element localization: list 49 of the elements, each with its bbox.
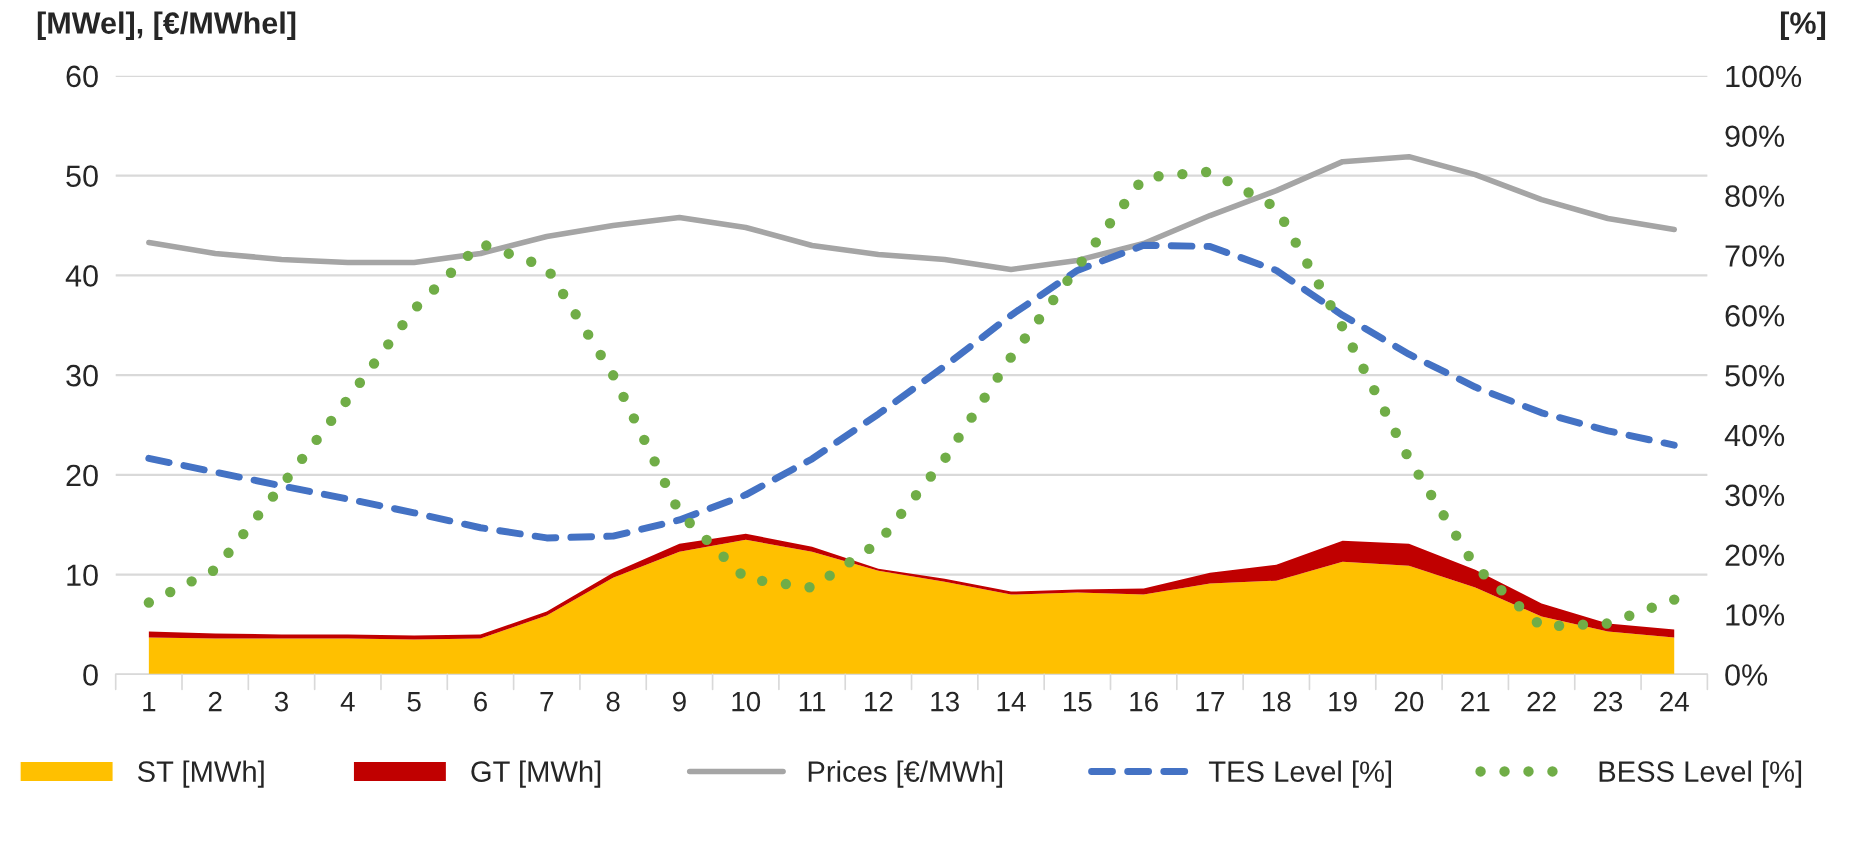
- x-tick-label: 8: [606, 691, 620, 712]
- y2-tick-label: 30%: [1725, 484, 1785, 507]
- x-tick-label: 5: [407, 692, 421, 712]
- legend-label: TES Level [%]: [1208, 760, 1391, 788]
- y2-tick-label: 50%: [1725, 364, 1785, 387]
- x-tick-label: 1: [143, 692, 156, 712]
- x-tick-label: 3: [274, 691, 288, 712]
- y2-tick-label: 80%: [1725, 185, 1785, 207]
- legend-label: BESS Level [%]: [1599, 760, 1802, 788]
- y2-tick-label: 90%: [1725, 125, 1785, 148]
- x-tick-label: 4: [340, 692, 355, 712]
- y2-tick-label: 100%: [1726, 65, 1802, 88]
- y-tick-label: 20: [66, 464, 98, 487]
- x-tick-label: 19: [1329, 691, 1357, 712]
- y2-tick-label: 20%: [1725, 544, 1785, 567]
- y2-tick-label: 70%: [1725, 245, 1785, 267]
- y2-tick-label: 60%: [1725, 305, 1785, 327]
- y-tick-label: 10: [67, 564, 98, 587]
- legend-label: Prices [€/MWh]: [808, 760, 1003, 788]
- y-tick-label: 30: [66, 364, 98, 387]
- x-tick-label: 14: [997, 692, 1026, 712]
- x-tick-label: 6: [474, 691, 487, 712]
- x-tick-label: 21: [1461, 691, 1490, 712]
- x-tick-label: 9: [673, 691, 686, 712]
- y-tick-label: 40: [65, 265, 98, 287]
- x-tick-label: 13: [931, 691, 959, 712]
- legend-label: ST [MWh]: [137, 760, 264, 788]
- x-tick-label: 11: [799, 692, 826, 712]
- x-tick-label: 23: [1593, 691, 1623, 712]
- x-tick-label: 20: [1394, 691, 1424, 712]
- x-tick-label: 10: [732, 691, 761, 712]
- x-tick-label: 7: [540, 692, 554, 712]
- y2-axis-title: [%]: [1780, 11, 1826, 40]
- x-tick-label: 18: [1262, 691, 1291, 712]
- y-tick-label: 50: [66, 165, 98, 187]
- x-tick-label: 22: [1527, 691, 1556, 712]
- y2-tick-label: 10%: [1726, 604, 1785, 626]
- y2-tick-label: 40%: [1724, 424, 1785, 447]
- x-tick-label: 15: [1064, 692, 1092, 712]
- y-tick-label: 60: [66, 65, 98, 88]
- x-tick-label: 16: [1130, 691, 1158, 712]
- y-tick-label: 0: [83, 664, 98, 686]
- y-axis-title: [MWel], [€/MWhel]: [37, 11, 296, 40]
- legend-label: GT [MWh]: [471, 760, 601, 788]
- x-tick-label: 2: [208, 691, 222, 712]
- y2-tick-label: 0%: [1725, 664, 1768, 686]
- x-tick-label: 24: [1660, 691, 1689, 712]
- x-tick-label: 12: [865, 691, 893, 712]
- x-tick-label: 17: [1196, 692, 1225, 712]
